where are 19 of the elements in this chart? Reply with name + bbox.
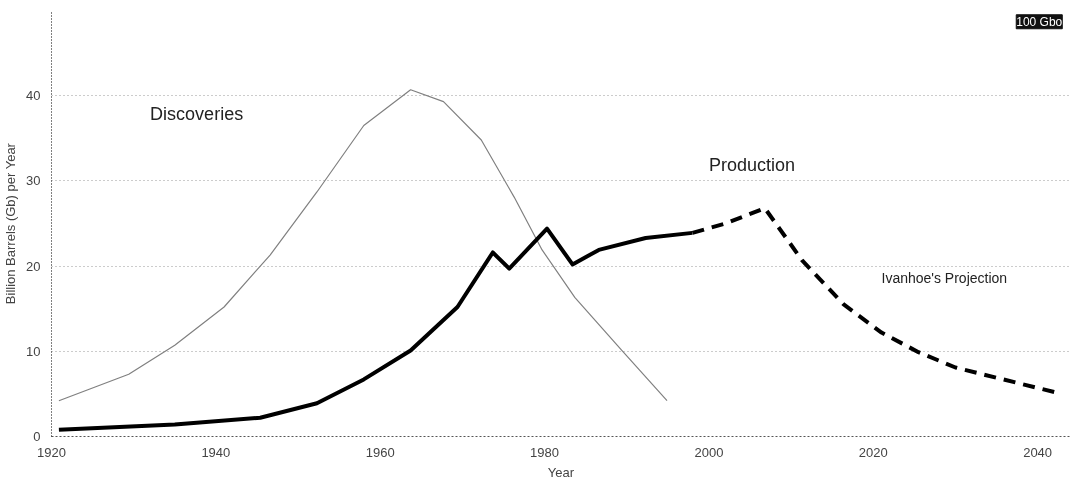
y-tick-label: 20: [26, 258, 41, 274]
line-series: [58, 89, 668, 402]
annotation: 100 Gbo: [1016, 14, 1063, 29]
x-tick-label: 1920: [37, 444, 66, 460]
y-tick-label: 40: [26, 88, 41, 104]
y-tick-label: 30: [26, 173, 41, 189]
annotation: Ivanhoe's Projection: [881, 270, 1008, 287]
x-tick-label: 1980: [530, 444, 560, 460]
y-tick-label: 0: [33, 429, 41, 444]
x-tick-label: 1960: [365, 444, 395, 460]
x-axis-title: Year: [547, 464, 575, 480]
y-axis-title: Billion Barrels (Gb) per Year: [3, 142, 19, 305]
x-tick-label: 2000: [694, 444, 724, 460]
y-tick-label: 10: [26, 343, 41, 359]
annotation: Discoveries: [150, 104, 244, 125]
x-tick-label: 2040: [1023, 444, 1053, 460]
x-tick-label: 2020: [858, 444, 888, 460]
x-tick-label: 1940: [201, 444, 231, 460]
annotation: Production: [708, 155, 795, 176]
